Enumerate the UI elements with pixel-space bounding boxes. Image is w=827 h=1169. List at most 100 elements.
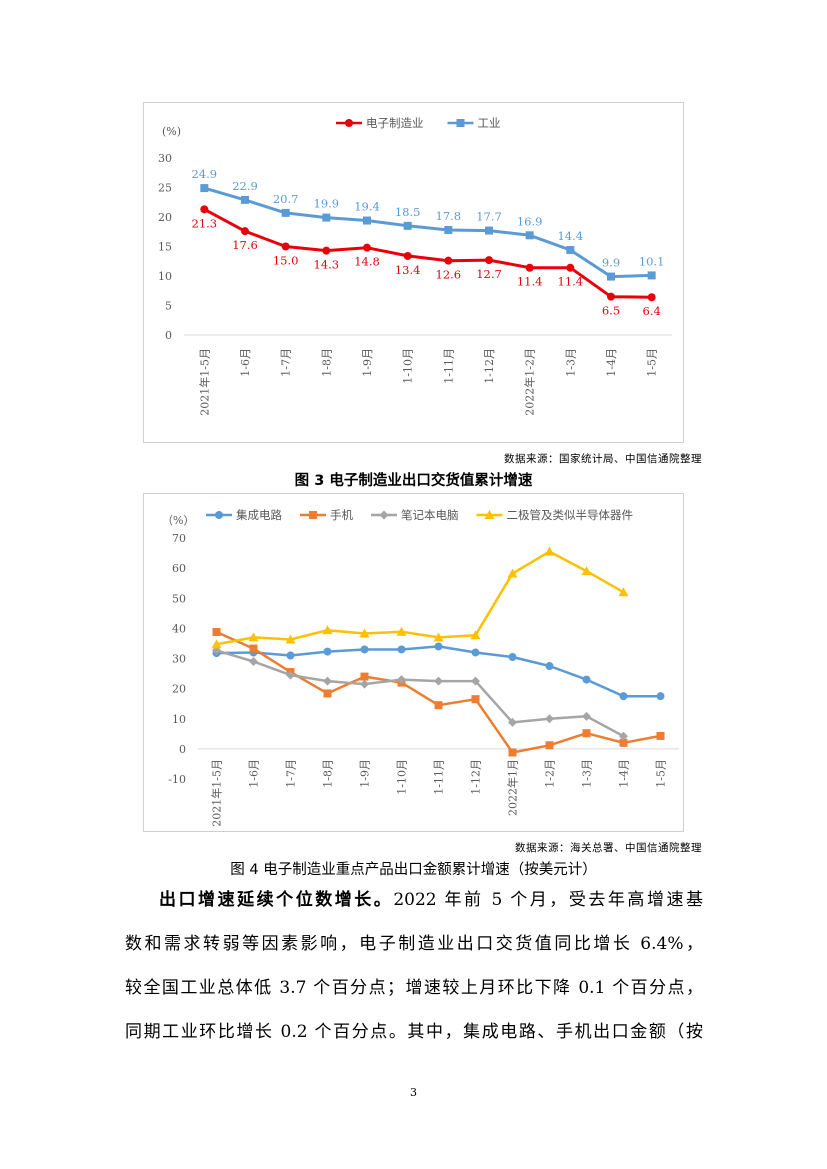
fig3-data-point bbox=[444, 256, 453, 265]
fig3-x-tick-label: 1-8月 bbox=[320, 348, 333, 377]
fig4-data-point bbox=[248, 632, 259, 642]
paragraph-line-3: 较全国工业总体低 3.7 个百分点；增速较上月环比下降 0.1 个百分点， bbox=[125, 978, 703, 998]
fig4-data-point bbox=[359, 628, 370, 638]
fig3-y-tick-label: 20 bbox=[158, 211, 172, 224]
fig4-series-line bbox=[216, 550, 625, 646]
fig4-data-point bbox=[360, 645, 369, 654]
paragraph-lead: 出口增速延续个位数增长。 bbox=[159, 890, 394, 910]
figure4-chart-svg: -10 0 10 20 30 40 50 60 70 （%） 2021年1-5月 1-6月 1-7月 1-… bbox=[162, 508, 679, 827]
fig3-x-tick-label: 1-3月 bbox=[564, 348, 577, 377]
fig3-data-point bbox=[281, 242, 290, 251]
fig3-x-tick-label: 1-10月 bbox=[402, 348, 415, 384]
fig3-data-point bbox=[241, 195, 249, 204]
fig3-x-tick-label: 1-9月 bbox=[361, 348, 374, 377]
fig4-data-point bbox=[323, 647, 332, 656]
paragraph-line-1-rest: 2022 年前 5 个月，受去年高增速基 bbox=[393, 890, 703, 910]
figure4-source: 数据来源：海关总署、中国信通院整理 bbox=[515, 842, 702, 854]
fig3-data-label: 9.9 bbox=[602, 256, 620, 270]
fig3-data-label: 14.3 bbox=[314, 258, 340, 272]
fig4-legend-marker bbox=[215, 511, 223, 519]
fig4-data-point bbox=[434, 676, 443, 686]
fig3-data-label: 6.4 bbox=[643, 304, 661, 318]
fig4-y-tick-label: 0 bbox=[179, 743, 186, 756]
fig3-data-point bbox=[281, 208, 290, 217]
figure3-source: 数据来源：国家统计局、中国信通院整理 bbox=[504, 453, 702, 465]
fig4-x-tick-label: 1-3月 bbox=[581, 759, 594, 788]
fig4-data-point bbox=[581, 566, 592, 576]
fig3-data-point bbox=[363, 243, 371, 252]
fig3-legend-label: 电子制造业 bbox=[366, 116, 424, 130]
fig4-data-point bbox=[434, 642, 443, 651]
figure4-caption: 图 4 电子制造业重点产品出口金额累计增速（按美元计） bbox=[230, 862, 597, 878]
fig4-data-point bbox=[322, 625, 333, 635]
fig4-data-point bbox=[582, 675, 591, 684]
fig3-data-label: 18.5 bbox=[395, 205, 421, 219]
fig3-x-tick-label: 1-5月 bbox=[646, 348, 659, 377]
fig3-y-tick-label: 0 bbox=[165, 329, 172, 342]
fig3-data-label: 6.5 bbox=[602, 304, 620, 318]
fig3-y-unit-label: (%) bbox=[162, 125, 181, 138]
fig4-data-point bbox=[471, 676, 480, 686]
fig3-data-label: 21.3 bbox=[192, 216, 218, 230]
fig4-y-tick-label: 50 bbox=[172, 592, 186, 605]
fig3-data-point bbox=[363, 216, 371, 225]
fig3-data-label: 17.6 bbox=[232, 238, 258, 252]
fig4-data-point bbox=[360, 679, 369, 689]
fig3-data-label: 14.4 bbox=[558, 229, 584, 243]
fig3-data-label: 17.7 bbox=[476, 210, 502, 224]
fig4-data-point bbox=[656, 731, 665, 740]
fig3-data-point bbox=[403, 221, 412, 230]
fig3-y-tick-label: 5 bbox=[165, 300, 172, 313]
fig3-data-label: 15.0 bbox=[273, 254, 299, 268]
fig4-data-point bbox=[545, 662, 554, 671]
fig3-data-label: 10.1 bbox=[639, 254, 665, 268]
fig3-y-tick-label: 15 bbox=[158, 241, 172, 254]
fig3-data-point bbox=[200, 184, 209, 193]
fig4-x-tick-label: 2021年1-5月 bbox=[210, 759, 224, 827]
fig3-series-2: 24.9 22.9 20.7 19.9 19.4 18.5 17.8 17.7 16.9 14.4… bbox=[192, 167, 665, 281]
fig4-data-point bbox=[323, 689, 332, 698]
fig3-data-label: 13.4 bbox=[395, 263, 421, 277]
fig4-legend-marker bbox=[309, 511, 317, 519]
fig4-legend-label: 手机 bbox=[330, 508, 353, 522]
fig3-data-label: 17.8 bbox=[436, 209, 462, 223]
fig4-data-point bbox=[545, 714, 554, 724]
fig4-legend-marker bbox=[379, 510, 389, 520]
fig3-data-point bbox=[322, 213, 331, 222]
fig3-data-point bbox=[485, 226, 493, 235]
fig3-data-point bbox=[403, 251, 412, 260]
fig4-data-point bbox=[249, 657, 258, 667]
fig4-x-tick-label: 1-12月 bbox=[470, 759, 483, 795]
fig3-data-point bbox=[647, 271, 656, 280]
fig4-data-point bbox=[360, 672, 369, 681]
fig3-x-tick-label: 1-6月 bbox=[239, 348, 252, 377]
fig3-data-point bbox=[200, 205, 209, 214]
fig4-data-point bbox=[471, 695, 480, 704]
fig4-series-1 bbox=[212, 642, 665, 701]
fig4-series-4 bbox=[211, 546, 629, 649]
figure4-chart: -10 0 10 20 30 40 50 60 70 （%） 2021年1-5月 1-6月 1-7月 1-… bbox=[143, 493, 684, 832]
fig3-data-label: 22.9 bbox=[232, 179, 258, 193]
fig4-series-line bbox=[216, 649, 625, 738]
fig3-data-label: 12.7 bbox=[476, 267, 502, 281]
fig4-y-tick-label: 20 bbox=[172, 683, 186, 696]
fig4-x-tick-label: 1-4月 bbox=[618, 759, 631, 788]
fig3-data-label: 11.4 bbox=[517, 275, 543, 289]
fig4-data-point bbox=[545, 741, 554, 750]
fig3-x-tick-label: 1-7月 bbox=[280, 348, 293, 377]
fig3-x-tick-label: 1-11月 bbox=[442, 348, 455, 384]
fig3-data-label: 14.8 bbox=[354, 255, 380, 269]
fig3-data-point bbox=[241, 227, 249, 236]
fig3-data-point bbox=[525, 231, 534, 240]
fig3-data-label: 11.4 bbox=[558, 275, 584, 289]
page-number: 3 bbox=[410, 1086, 417, 1099]
fig4-x-tick-label: 1-6月 bbox=[248, 759, 261, 788]
fig3-series-line bbox=[203, 186, 652, 279]
fig4-data-point bbox=[285, 634, 296, 644]
fig3-data-label: 12.6 bbox=[436, 268, 462, 282]
fig4-data-point bbox=[323, 676, 332, 686]
fig4-data-point bbox=[396, 626, 407, 636]
fig3-data-point bbox=[647, 293, 656, 302]
fig4-data-point bbox=[212, 627, 221, 636]
fig3-data-point bbox=[607, 292, 615, 301]
